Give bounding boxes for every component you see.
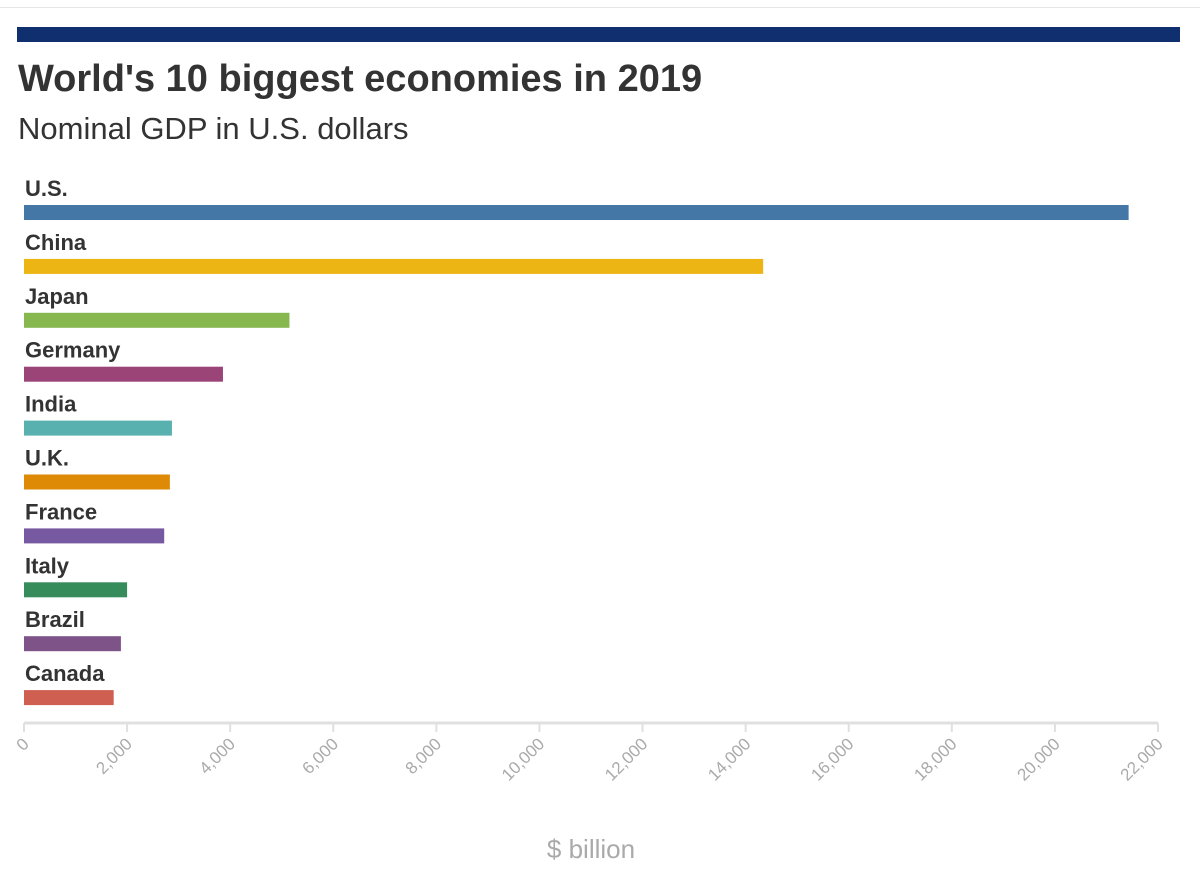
bar-brazil xyxy=(24,636,121,652)
x-tick-label: 22,000 xyxy=(1117,734,1167,784)
top-divider xyxy=(0,7,1200,8)
x-tick-label: 2,000 xyxy=(92,734,136,778)
chart-subtitle: Nominal GDP in U.S. dollars xyxy=(18,111,409,146)
bar-u-k xyxy=(24,474,170,490)
x-tick-label: 4,000 xyxy=(195,734,239,778)
category-label-brazil: Brazil xyxy=(25,607,85,632)
x-tick-label: 20,000 xyxy=(1014,734,1064,784)
bar-italy xyxy=(24,582,128,598)
bar-germany xyxy=(24,366,223,382)
category-label-u-s: U.S. xyxy=(25,176,68,201)
header-accent-bar xyxy=(17,27,1180,42)
bar-japan xyxy=(24,312,290,328)
x-tick-label: 14,000 xyxy=(704,734,754,784)
category-label-u-k: U.K. xyxy=(25,446,69,471)
category-label-germany: Germany xyxy=(25,338,121,363)
x-tick-label: 12,000 xyxy=(601,734,651,784)
category-label-france: France xyxy=(25,499,97,524)
category-label-canada: Canada xyxy=(25,661,105,686)
category-label-italy: Italy xyxy=(25,553,70,578)
category-label-japan: Japan xyxy=(25,284,89,309)
x-tick-label: 16,000 xyxy=(807,734,857,784)
bar-india xyxy=(24,420,172,436)
x-tick-label: 8,000 xyxy=(402,734,446,778)
chart-title: World's 10 biggest economies in 2019 xyxy=(18,58,703,100)
x-tick-label: 0 xyxy=(13,734,33,754)
bar-china xyxy=(24,258,764,274)
category-label-india: India xyxy=(25,392,77,417)
bar-canada xyxy=(24,690,114,706)
x-axis-title: $ billion xyxy=(547,834,635,864)
x-tick-label: 10,000 xyxy=(498,734,548,784)
x-tick-label: 6,000 xyxy=(299,734,343,778)
x-tick-label: 18,000 xyxy=(910,734,960,784)
bar-u-s xyxy=(24,205,1129,220)
category-label-china: China xyxy=(25,230,87,255)
bar-france xyxy=(24,528,165,544)
